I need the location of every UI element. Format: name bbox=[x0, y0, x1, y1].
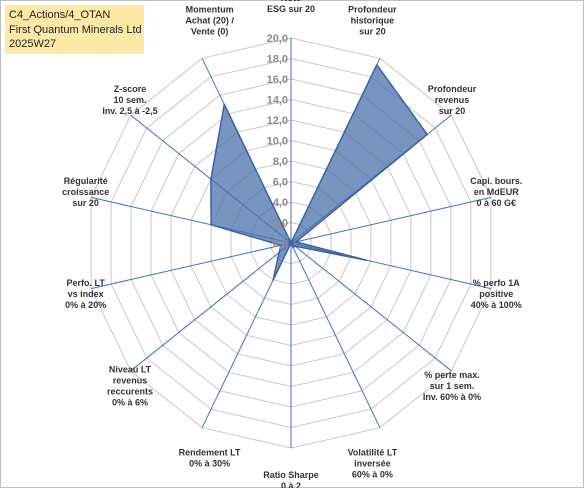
axis-label-line: sur 20 bbox=[439, 106, 466, 116]
tick-label: 14,0 bbox=[267, 95, 288, 107]
axis-label-line: sur 20 bbox=[359, 27, 386, 37]
axis-label-line: 0% à 6% bbox=[112, 397, 148, 407]
data-point bbox=[290, 242, 292, 244]
axis-spoke bbox=[90, 242, 292, 290]
axis-spoke bbox=[290, 196, 492, 244]
axis-label-line: positive bbox=[479, 289, 513, 299]
axis-label-line: Inv. 2,5 à -2,5 bbox=[102, 106, 157, 116]
tick-label: 16,0 bbox=[267, 74, 288, 86]
data-point bbox=[294, 245, 296, 247]
data-point bbox=[223, 103, 226, 106]
data-point bbox=[295, 241, 297, 243]
axis-label-line: % perte max. bbox=[424, 370, 480, 380]
axis-label: Profondeur revenus sur 20 bbox=[428, 84, 477, 116]
axis-label-line: revenus bbox=[113, 375, 148, 385]
series-area bbox=[210, 64, 428, 281]
tick-label: 20,0 bbox=[267, 33, 288, 45]
data-point bbox=[280, 244, 282, 247]
axis-label-line: 0 à 60 G€ bbox=[477, 198, 517, 208]
axis-label-line: Vente (0) bbox=[191, 27, 229, 37]
data-point bbox=[292, 246, 295, 249]
axis-label: Momentum Achat (20) / Vente (0) bbox=[185, 5, 234, 37]
header-period: 2025W27 bbox=[9, 38, 57, 50]
header-category: C4_Actions/4_OTAN bbox=[9, 9, 111, 21]
axis-label-line: Achat (20) / bbox=[185, 16, 234, 26]
axis-label-line: 0% à 30% bbox=[189, 458, 230, 468]
axis-label-line: Capi. bours. bbox=[470, 176, 522, 186]
axis-label-line: Volatilité LT bbox=[348, 447, 398, 457]
axis-label-line: en MdEUR bbox=[474, 187, 520, 197]
axis-label-line: historique bbox=[351, 16, 395, 26]
axis-label-line: Régularité bbox=[64, 176, 108, 186]
axis-label-line: Perfo. LT bbox=[67, 278, 106, 288]
tick-label: 0,0 bbox=[273, 238, 288, 250]
axis-label-line: 40% à 100% bbox=[471, 300, 522, 310]
axis-label-line: Profondeur bbox=[428, 84, 477, 94]
axis-spoke bbox=[290, 242, 452, 372]
axis-label: Ratio Sharpe 0 à 2 bbox=[263, 470, 319, 488]
axis-label-line: sur 1 sem. bbox=[430, 381, 475, 391]
axis-spoke bbox=[130, 242, 292, 372]
axis-spoke bbox=[290, 242, 381, 428]
axis-label: Z-score 10 sem. Inv. 2,5 à -2,5 bbox=[102, 84, 157, 116]
axis-label-line: reccurents bbox=[107, 386, 153, 396]
axis-label: Capi. bours. en MdEUR 0 à 60 G€ bbox=[470, 176, 522, 208]
tick-label: 6,0 bbox=[273, 177, 288, 189]
data-point bbox=[376, 64, 378, 66]
data-point bbox=[365, 259, 367, 261]
tick-label: 10,0 bbox=[267, 136, 288, 148]
axis-label-line: Inv. 60% à 0% bbox=[423, 392, 481, 402]
axis-label-line: Note bbox=[281, 0, 301, 3]
axis-label-line: Momentum bbox=[186, 5, 234, 15]
axis-label-line: croissance bbox=[62, 187, 109, 197]
tick-label: 4,0 bbox=[273, 197, 288, 209]
axis-label: Profondeur historique sur 20 bbox=[348, 5, 397, 37]
axis-label-line: % perfo 1A bbox=[473, 278, 521, 288]
axis-label: Volatilité LT inversée 60% à 0% bbox=[348, 447, 398, 479]
axis-label-line: ESG sur 20 bbox=[267, 4, 315, 14]
axis-label-line: Niveau LT bbox=[109, 364, 152, 374]
axis-label-line: Ratio Sharpe bbox=[263, 470, 319, 480]
tick-label: 12,0 bbox=[267, 115, 288, 127]
data-point bbox=[272, 279, 275, 281]
axis-label: Perfo. LT vs index 0% à 20% bbox=[65, 278, 106, 310]
axis-label-line: Profondeur bbox=[348, 5, 397, 15]
axis-label-line: 0% à 20% bbox=[65, 300, 106, 310]
axis-label: % perte max. sur 1 sem. Inv. 60% à 0% bbox=[423, 370, 481, 402]
tick-label: 18,0 bbox=[267, 54, 288, 66]
axis-label-line: 0 à 2 bbox=[281, 481, 301, 488]
data-point bbox=[278, 251, 280, 254]
radar-series bbox=[210, 64, 429, 281]
axis-label-line: inversée bbox=[354, 458, 391, 468]
axis-label-line: Rendement LT bbox=[179, 447, 241, 457]
axis-label-line: sur 20 bbox=[72, 198, 99, 208]
chart-header-box: C4_Actions/4_OTAN First Quantum Minerals… bbox=[5, 5, 144, 54]
tick-label: 2,0 bbox=[273, 218, 288, 230]
axis-label-line: Z-score bbox=[114, 84, 147, 94]
data-point bbox=[210, 178, 212, 180]
axis-label: NoteESG sur 20 bbox=[267, 0, 315, 14]
axis-label: Régularité croissance sur 20 bbox=[62, 176, 109, 208]
header-company: First Quantum Minerals Ltd bbox=[9, 23, 142, 36]
axis-label-line: 60% à 0% bbox=[352, 469, 393, 479]
axis-label-line: vs index bbox=[68, 289, 104, 299]
data-point bbox=[210, 224, 212, 226]
radar-tick-labels: 0,0 2,0 4,0 6,0 8,0 10,0 12,0 14,0 16,0 18,0 20,0 bbox=[267, 33, 288, 250]
data-point bbox=[426, 133, 429, 136]
axis-label: Rendement LT 0% à 30% bbox=[179, 447, 241, 468]
axis-label-line: revenus bbox=[435, 95, 470, 105]
axis-label: % perfo 1A positive 40% à 100% bbox=[471, 278, 522, 310]
axis-label-line: 10 sem. bbox=[113, 95, 146, 105]
tick-label: 8,0 bbox=[273, 156, 288, 168]
axis-label: Niveau LT revenus reccurents 0% à 6% bbox=[107, 364, 153, 407]
